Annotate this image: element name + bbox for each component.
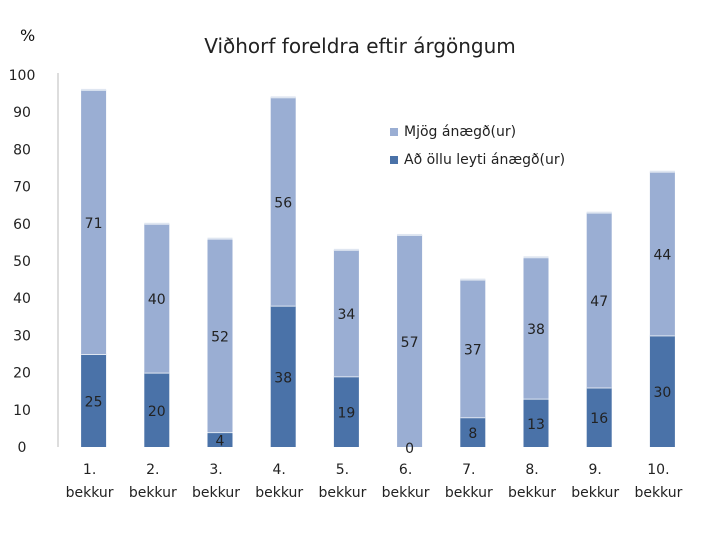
data-label-upper-8: 38 bbox=[527, 322, 545, 338]
bar-upper-top-edge-6 bbox=[397, 233, 423, 236]
x-tick-label-6-line2: bekkur bbox=[382, 485, 430, 501]
data-label-lower-2: 20 bbox=[148, 404, 166, 420]
x-tick-label-8-line2: bekkur bbox=[508, 485, 556, 501]
data-label-upper-10: 44 bbox=[653, 248, 671, 264]
y-tick-label-60: 60 bbox=[13, 217, 31, 233]
bar-upper-top-edge-1 bbox=[81, 88, 107, 91]
legend-label-mjog-anaegd: Mjög ánægð(ur) bbox=[404, 124, 517, 140]
bar-upper-7 bbox=[460, 279, 486, 418]
legend-swatch-ad-ollu-leyti bbox=[390, 156, 398, 164]
data-label-upper-1: 71 bbox=[85, 216, 103, 232]
bar-lower-top-edge-9 bbox=[586, 386, 612, 389]
legend-label-ad-ollu-leyti: Að öllu leyti ánægð(ur) bbox=[404, 152, 566, 168]
data-label-lower-5: 19 bbox=[337, 406, 355, 422]
x-tick-label-3-line1: 3. bbox=[209, 462, 222, 478]
y-tick-label-70: 70 bbox=[13, 180, 31, 196]
chart-legend: Mjög ánægð(ur) Að öllu leyti ánægð(ur) bbox=[390, 118, 565, 174]
x-tick-label-9-line1: 9. bbox=[589, 462, 602, 478]
bar-lower-7 bbox=[460, 417, 486, 447]
bar-upper-6 bbox=[397, 234, 423, 447]
bar-lower-9 bbox=[586, 387, 612, 447]
y-tick-label-20: 20 bbox=[13, 366, 31, 382]
bar-upper-top-edge-9 bbox=[586, 211, 612, 214]
bar-upper-10 bbox=[649, 171, 675, 336]
data-label-upper-3: 52 bbox=[211, 329, 229, 345]
x-tick-label-7-line1: 7. bbox=[462, 462, 475, 478]
data-label-upper-4: 56 bbox=[274, 195, 292, 211]
x-tick-label-7-line2: bekkur bbox=[445, 485, 493, 501]
x-tick-label-8-line1: 8. bbox=[525, 462, 538, 478]
y-tick-label-0: 0 bbox=[18, 440, 27, 456]
bar-upper-9 bbox=[586, 212, 612, 388]
bar-upper-8 bbox=[523, 257, 549, 399]
bar-lower-5 bbox=[333, 376, 359, 447]
y-axis-unit: % bbox=[20, 26, 36, 45]
bar-upper-top-edge-5 bbox=[333, 248, 359, 251]
x-tick-label-9-line2: bekkur bbox=[571, 485, 619, 501]
x-tick-label-6-line1: 6. bbox=[399, 462, 412, 478]
data-label-upper-2: 40 bbox=[148, 292, 166, 308]
x-tick-label-5-line2: bekkur bbox=[318, 485, 366, 501]
legend-item-mjog-anaegd: Mjög ánægð(ur) bbox=[390, 118, 565, 146]
data-label-lower-1: 25 bbox=[85, 395, 103, 411]
bar-upper-top-edge-8 bbox=[523, 256, 549, 259]
data-label-lower-6: 0 bbox=[405, 441, 414, 457]
bar-upper-top-edge-7 bbox=[460, 278, 486, 281]
y-tick-label-80: 80 bbox=[13, 142, 31, 158]
y-tick-label-50: 50 bbox=[13, 254, 31, 270]
x-tick-label-4-line2: bekkur bbox=[255, 485, 303, 501]
x-tick-label-2-line2: bekkur bbox=[129, 485, 177, 501]
bar-lower-10 bbox=[649, 335, 675, 447]
data-label-lower-9: 16 bbox=[590, 411, 608, 427]
data-label-upper-6: 57 bbox=[401, 335, 419, 351]
data-label-lower-4: 38 bbox=[274, 370, 292, 386]
y-tick-label-90: 90 bbox=[13, 105, 31, 121]
bar-upper-top-edge-2 bbox=[144, 222, 170, 225]
x-tick-label-4-line1: 4. bbox=[273, 462, 286, 478]
x-tick-label-1-line2: bekkur bbox=[66, 485, 114, 501]
data-label-lower-10: 30 bbox=[653, 385, 671, 401]
chart-title: Viðhorf foreldra eftir árgöngum bbox=[204, 34, 516, 58]
bar-lower-8 bbox=[523, 398, 549, 447]
y-tick-label-100: 100 bbox=[9, 68, 36, 84]
x-tick-label-3-line2: bekkur bbox=[192, 485, 240, 501]
legend-swatch-mjog-anaegd bbox=[390, 128, 398, 136]
legend-item-ad-ollu-leyti: Að öllu leyti ánægð(ur) bbox=[390, 146, 565, 174]
x-tick-label-10-line2: bekkur bbox=[634, 485, 682, 501]
bar-lower-3 bbox=[207, 432, 233, 447]
x-tick-label-10-line1: 10. bbox=[647, 462, 669, 478]
bar-upper-2 bbox=[144, 223, 170, 373]
data-label-lower-7: 8 bbox=[468, 426, 477, 442]
bar-lower-2 bbox=[144, 372, 170, 447]
y-tick-label-40: 40 bbox=[13, 291, 31, 307]
data-label-lower-3: 4 bbox=[216, 434, 225, 450]
data-label-upper-9: 47 bbox=[590, 294, 608, 310]
data-label-lower-8: 13 bbox=[527, 417, 545, 433]
y-tick-label-30: 30 bbox=[13, 328, 31, 344]
bar-upper-1 bbox=[81, 89, 107, 354]
bar-upper-top-edge-4 bbox=[270, 96, 296, 99]
bar-upper-5 bbox=[333, 249, 359, 377]
x-tick-label-2-line1: 2. bbox=[146, 462, 159, 478]
bar-upper-3 bbox=[207, 238, 233, 433]
x-tick-label-5-line1: 5. bbox=[336, 462, 349, 478]
bar-upper-4 bbox=[270, 97, 296, 306]
y-tick-label-10: 10 bbox=[13, 403, 31, 419]
data-label-upper-5: 34 bbox=[337, 307, 355, 323]
x-tick-label-1-line1: 1. bbox=[83, 462, 96, 478]
bar-lower-1 bbox=[81, 354, 107, 447]
bar-upper-top-edge-10 bbox=[649, 170, 675, 173]
bar-upper-top-edge-3 bbox=[207, 237, 233, 240]
data-label-upper-7: 37 bbox=[464, 342, 482, 358]
bar-lower-4 bbox=[270, 305, 296, 447]
